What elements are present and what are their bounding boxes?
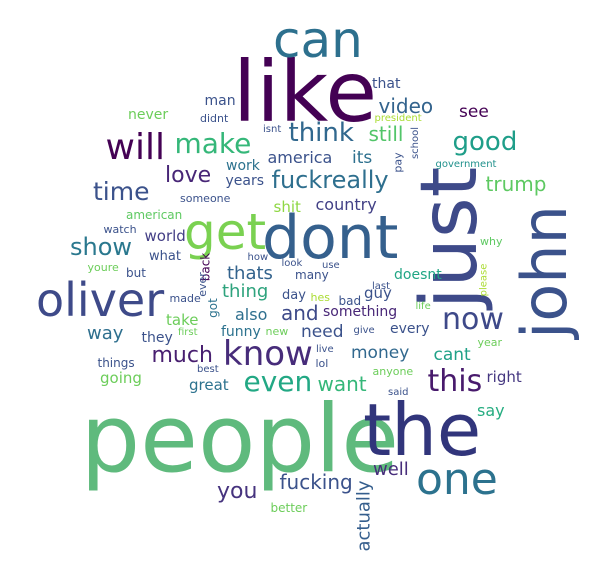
word-made: made — [169, 291, 201, 305]
word-but: but — [126, 266, 146, 280]
word-going: going — [100, 368, 142, 387]
word-video: video — [378, 94, 434, 118]
word-say: say — [477, 401, 505, 420]
word-world: world — [144, 226, 186, 245]
word-people: people — [80, 385, 400, 494]
word-please: please — [477, 263, 489, 297]
word-even: even — [243, 365, 313, 398]
word-america: america — [267, 148, 333, 167]
word-government: government — [435, 159, 497, 170]
word-good: good — [452, 127, 518, 157]
word-trump: trump — [485, 172, 547, 196]
word-fuckreally: fuckreally — [271, 166, 389, 194]
word-money: money — [351, 342, 410, 363]
word-see: see — [459, 101, 489, 122]
word-years: years — [225, 173, 265, 189]
word-thats: thats — [227, 263, 273, 284]
word-shit: shit — [273, 197, 301, 216]
word-ever: ever — [195, 271, 209, 297]
word-need: need — [301, 321, 344, 342]
word-got: got — [205, 298, 220, 318]
word-think: think — [288, 118, 354, 148]
word-like: like — [233, 43, 378, 141]
word-love: love — [165, 163, 212, 188]
word-that: that — [372, 76, 401, 92]
word-isnt: isnt — [263, 124, 282, 135]
word-life: life — [415, 301, 431, 312]
word-many: many — [295, 268, 329, 282]
word-and: and — [281, 301, 319, 325]
word-year: year — [477, 335, 503, 349]
word-someone: someone — [180, 191, 231, 205]
word-get: get — [184, 203, 267, 261]
word-fucking: fucking — [279, 470, 353, 494]
word-how: how — [247, 252, 269, 263]
word-use: use — [322, 260, 340, 271]
word-didnt: didnt — [200, 111, 229, 125]
word-look: look — [281, 258, 303, 269]
word-know: know — [223, 334, 313, 374]
word-lol: lol — [315, 356, 329, 370]
word-country: country — [315, 195, 377, 214]
word-guy: guy — [364, 283, 392, 302]
word-still: still — [368, 122, 404, 146]
word-things: things — [97, 356, 135, 370]
word-never: never — [128, 107, 169, 123]
word-something: something — [323, 304, 398, 320]
word-they: they — [141, 330, 173, 346]
word-give: give — [353, 325, 375, 336]
word-now: now — [442, 302, 504, 337]
word-american: american — [126, 208, 183, 222]
word-day: day — [282, 287, 306, 303]
word-new: new — [265, 324, 289, 338]
word-doesnt: doesnt — [394, 267, 442, 283]
word-watch: watch — [103, 222, 137, 236]
word-one: one — [416, 454, 498, 505]
word-funny: funny — [221, 324, 261, 340]
word-also: also — [235, 305, 268, 324]
word-want: want — [317, 372, 367, 396]
word-oliver: oliver — [36, 273, 165, 327]
word-hes: hes — [310, 290, 330, 304]
word-anyone: anyone — [372, 364, 414, 378]
word-school: school — [410, 126, 422, 160]
word-man: man — [204, 93, 236, 109]
word-better: better — [270, 501, 308, 515]
word-said: said — [388, 387, 409, 398]
word-president: president — [374, 113, 422, 124]
word-cant: cant — [433, 344, 471, 365]
word-thing: thing — [222, 281, 269, 302]
word-time: time — [93, 176, 150, 206]
word-bad: bad — [338, 294, 362, 308]
word-take: take — [166, 310, 199, 329]
word-live: live — [316, 344, 334, 355]
word-youre: youre — [87, 260, 119, 274]
word-well: well — [373, 459, 409, 480]
word-make: make — [174, 127, 252, 160]
word-what: what — [149, 248, 181, 264]
word-you: you — [217, 479, 258, 504]
word-why: why — [480, 234, 503, 248]
word-work: work — [226, 158, 260, 174]
word-actually: actually — [353, 480, 375, 552]
word-dont: dont — [262, 203, 399, 273]
word-last: last — [372, 281, 391, 292]
word-this: this — [427, 364, 483, 399]
word-right: right — [486, 367, 522, 386]
word-john: john — [507, 205, 581, 339]
word-every: every — [390, 321, 430, 337]
word-its: its — [352, 147, 373, 168]
word-great: great — [189, 375, 229, 394]
word-show: show — [70, 233, 133, 261]
word-much: much — [151, 343, 213, 368]
word-can: can — [273, 11, 363, 69]
word-pay: pay — [391, 151, 405, 173]
word-way: way — [87, 323, 124, 344]
word-will: will — [105, 127, 165, 168]
word-best: best — [197, 364, 219, 375]
word-the: the — [363, 388, 482, 472]
word-first: first — [178, 327, 198, 338]
